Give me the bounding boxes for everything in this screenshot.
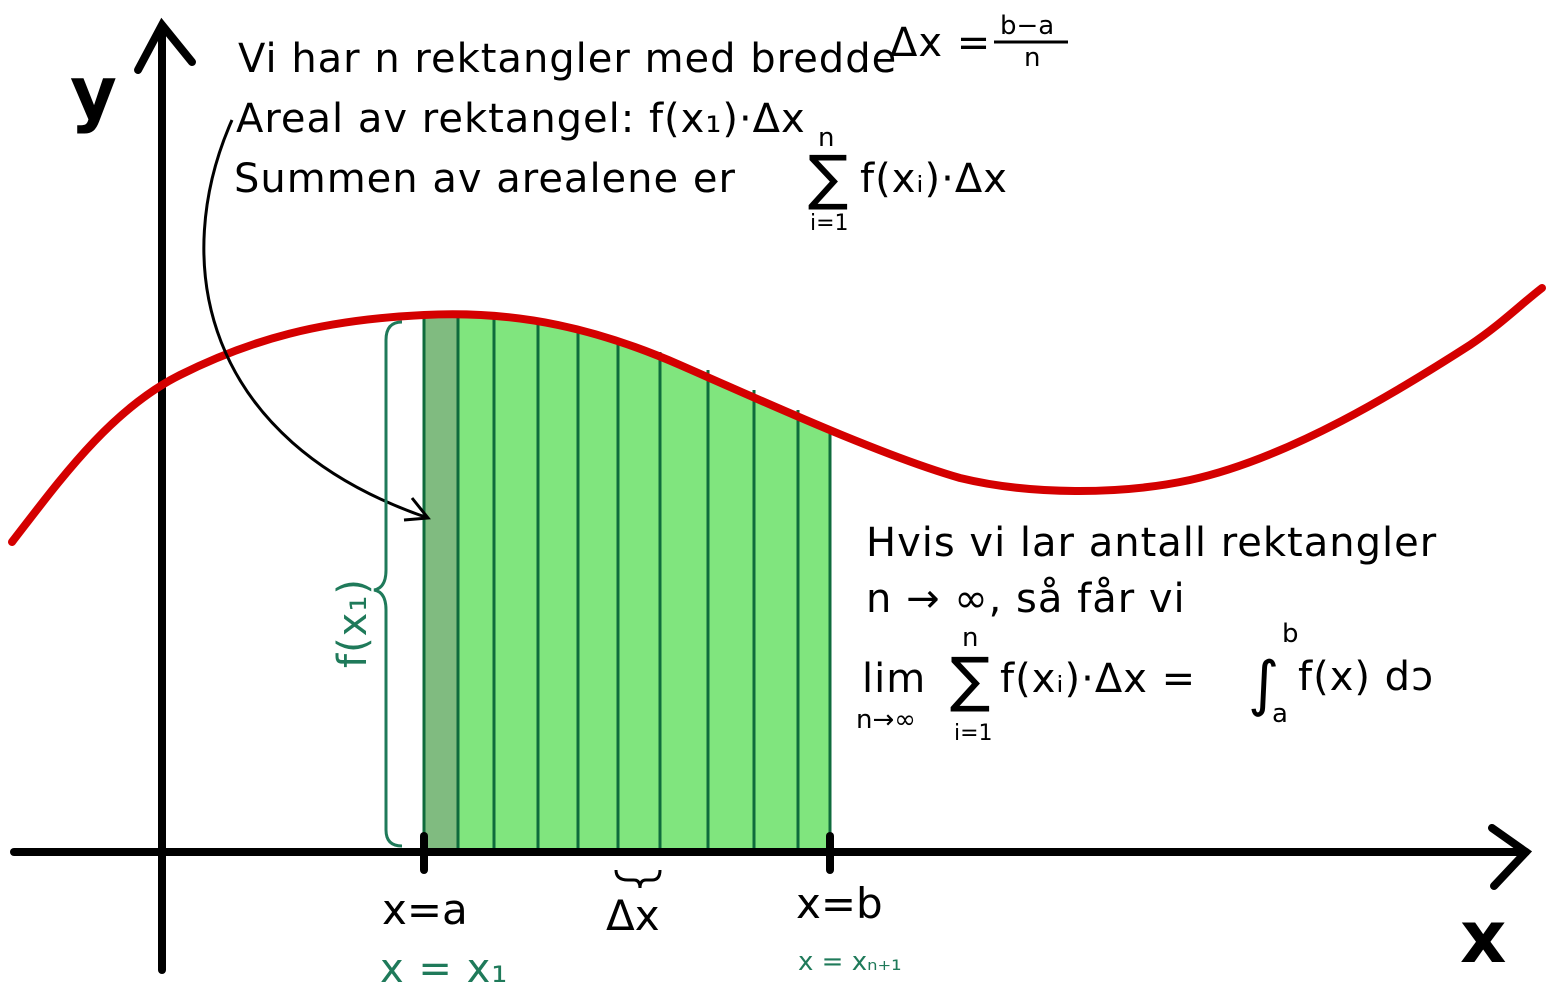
text-line-2: Areal av rektangel: f(x₁)·Δx [236,96,806,142]
x-axis-label: x [1460,895,1506,979]
integral-upper: b [1282,619,1299,649]
text-right-1: Hvis vi lar antall rektangler [866,520,1437,566]
dx-brace [614,869,662,889]
sum-lower-limit: i=1 [810,211,849,236]
sum-upper-limit: n [818,123,834,153]
sum-symbol: ∑ [950,645,990,715]
integral-lower: a [1272,699,1288,729]
sum-term-top: f(xᵢ)·Δx [860,156,1008,202]
function-curve [8,284,1546,546]
sum-upper: n [962,623,978,653]
sum-term: f(xᵢ)·Δx = [1000,656,1196,702]
limit-text: lim [862,656,926,702]
sum-lower: i=1 [954,721,993,746]
x-axis-arrow [1488,824,1533,890]
rectangle-dividers [422,318,832,852]
label-x-equals-a: x=a [382,885,468,934]
axes [10,17,1533,974]
text-line-3: Summen av arealene er [234,156,736,202]
fx1-brace [373,320,403,848]
area-under-curve [424,314,830,852]
label-delta-x: Δx [606,891,660,940]
pointer-arrow [202,119,431,522]
text-line-1: Vi har n rektangler med bredde [238,36,897,82]
sum-symbol-top: ∑ [808,143,848,213]
green-fill [424,314,830,852]
fx1-label: f(x₁) [330,578,376,668]
limit-subscript: n→∞ [856,705,916,735]
fraction-numerator: b−a [1000,11,1054,41]
y-axis-label: y [70,51,117,135]
integral-symbol: ∫ [1248,649,1279,719]
integral-term: f(x) dↄ [1298,654,1434,700]
label-x-equals-b: x=b [796,879,883,928]
text-line-1-dx: Δx = [890,20,991,66]
label-x-equals-x1: x = x₁ [380,946,508,992]
text-right-2: n → ∞, så får vi [866,576,1186,622]
fraction-denominator: n [1024,43,1040,73]
first-rectangle [424,318,458,852]
y-axis-arrow [134,17,196,74]
label-x-equals-xn1: x = xₙ₊₁ [798,947,902,977]
